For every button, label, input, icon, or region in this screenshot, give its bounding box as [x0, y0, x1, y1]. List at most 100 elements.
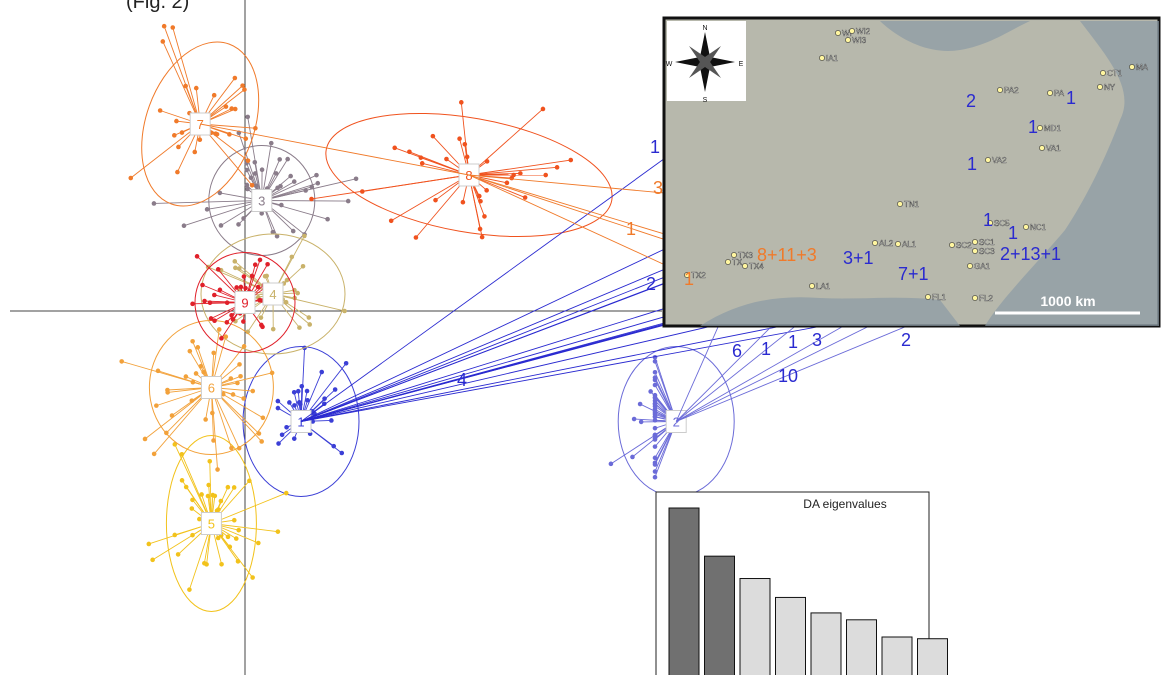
individual-point — [284, 277, 290, 283]
cluster-label-text: 1 — [297, 415, 304, 430]
individual-point — [315, 180, 321, 186]
cluster-spoke — [468, 108, 544, 176]
individual-point — [234, 285, 239, 290]
cluster-spoke — [261, 178, 357, 201]
individual-point — [213, 131, 218, 137]
site-label: TX — [732, 258, 743, 267]
site-SC3: SC3 — [972, 247, 995, 256]
individual-point — [192, 149, 198, 155]
individual-point — [275, 398, 281, 404]
individual-point — [215, 535, 221, 541]
cluster-label-text: 6 — [208, 381, 215, 396]
individual-point — [250, 575, 255, 580]
individual-point — [290, 228, 296, 234]
site-PA2: PA2 — [997, 86, 1019, 95]
individual-point — [220, 391, 226, 397]
individual-point — [157, 108, 163, 113]
individual-point — [217, 287, 223, 293]
site-VA1: VA1 — [1039, 144, 1061, 153]
individual-point — [217, 190, 223, 196]
cluster-label-3: 3 — [251, 189, 273, 212]
site-NC1: NC1 — [1023, 223, 1047, 232]
compass-s-label: S — [703, 97, 708, 104]
individual-point — [459, 100, 464, 105]
individual-point — [277, 157, 282, 162]
cluster-label-5: 5 — [200, 512, 222, 535]
eigen-bar — [810, 612, 842, 675]
individual-point — [190, 301, 195, 307]
cluster-6 — [119, 320, 275, 472]
individual-point — [276, 441, 281, 446]
cluster-label-6: 6 — [200, 376, 222, 399]
ocean-area — [985, 21, 1159, 326]
individual-point — [259, 211, 265, 216]
individual-point — [194, 254, 200, 259]
gulf-area — [700, 297, 960, 326]
individual-point — [216, 327, 222, 332]
individual-point — [252, 262, 258, 268]
individual-point — [236, 222, 241, 227]
link-count-label: 2 — [966, 91, 976, 111]
individual-point — [164, 430, 169, 436]
site-CT1: CT1 — [1100, 69, 1123, 78]
individual-point — [208, 316, 214, 321]
individual-point — [241, 344, 247, 349]
individual-point — [249, 182, 255, 188]
site-SC1: SC1 — [972, 238, 995, 247]
cluster-spoke — [172, 27, 201, 125]
cluster-spoke — [121, 360, 212, 388]
individual-point — [482, 214, 487, 219]
individual-point — [305, 397, 310, 403]
site-label: IA1 — [826, 54, 839, 63]
individual-point — [652, 398, 658, 404]
individual-point — [554, 165, 560, 170]
site-IA1: IA1 — [819, 54, 839, 63]
individual-point — [252, 171, 258, 176]
individual-point — [274, 233, 280, 239]
site-label: MA — [1136, 63, 1149, 72]
individual-point — [240, 83, 245, 88]
individual-point — [229, 445, 234, 451]
individual-point — [608, 461, 614, 467]
cluster-ellipse-8 — [325, 112, 613, 238]
eigen-bar — [739, 578, 771, 675]
individual-point — [183, 83, 188, 89]
individual-point — [300, 264, 306, 269]
individual-point — [219, 561, 224, 567]
individual-point — [190, 497, 195, 503]
site-label: NC1 — [1030, 223, 1047, 232]
site-label: SC2 — [956, 241, 972, 250]
individual-point — [504, 180, 510, 186]
site-FL1: FL1 — [925, 293, 947, 302]
individual-point — [154, 403, 159, 408]
site-MA: MA — [1129, 63, 1149, 72]
cluster-spoke — [261, 200, 349, 202]
site-label: PA — [1054, 89, 1065, 98]
individual-point — [146, 541, 152, 547]
individual-point — [339, 450, 345, 456]
cluster-spoke — [153, 200, 262, 204]
link-count-label: 2 — [901, 330, 911, 350]
individual-point — [630, 454, 635, 460]
caption-fragment: (Fig. 2) — [126, 0, 190, 13]
cluster-label-text: 8 — [465, 168, 472, 183]
individual-point — [259, 167, 265, 172]
individual-point — [292, 403, 297, 408]
individual-point — [165, 387, 170, 393]
cluster-spoke — [261, 200, 328, 220]
individual-point — [652, 375, 658, 380]
site-FL2: FL2 — [972, 294, 994, 303]
individual-point — [291, 436, 297, 441]
site-label: TX4 — [749, 262, 764, 271]
individual-point — [652, 403, 658, 409]
individual-point — [477, 226, 483, 232]
individual-point — [247, 478, 252, 484]
compass-n-label: N — [702, 25, 707, 32]
individual-point — [187, 587, 192, 592]
site-SC5: SC5 — [987, 219, 1010, 228]
individual-point — [150, 557, 155, 563]
individual-point — [319, 369, 325, 375]
individual-point — [268, 140, 274, 146]
